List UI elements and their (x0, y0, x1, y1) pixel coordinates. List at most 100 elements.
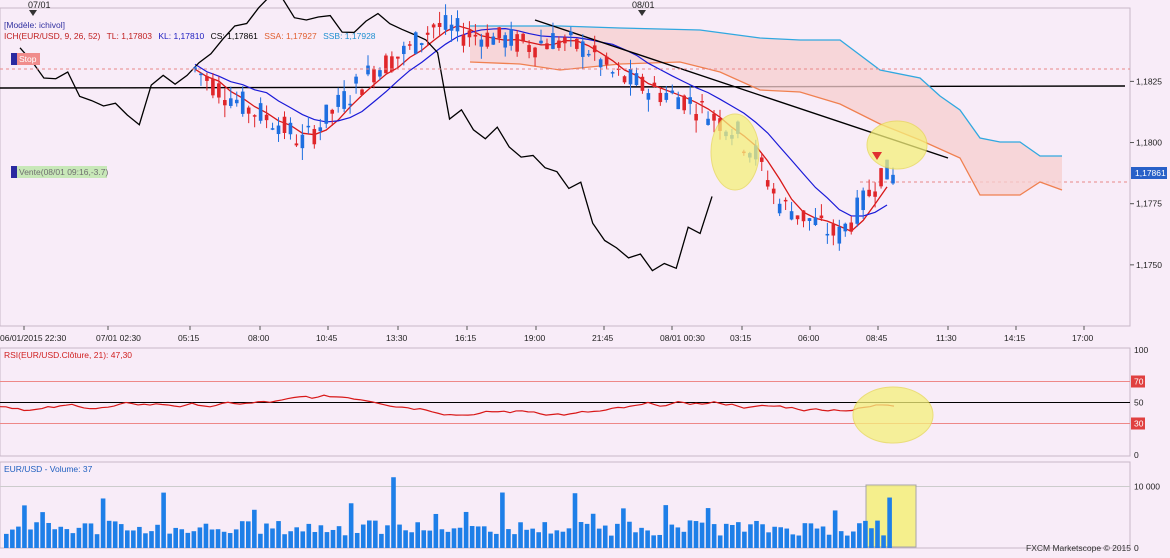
volume-bar (185, 532, 191, 548)
volume-bar (778, 527, 783, 548)
volume-bar (16, 526, 21, 548)
candle-body (664, 92, 669, 100)
candle-body (551, 33, 555, 49)
candle-body (390, 56, 394, 72)
volume-bar (270, 528, 275, 548)
candle-body (795, 215, 800, 220)
candle-body (634, 73, 639, 86)
candle-body (407, 44, 412, 46)
candle-body (563, 37, 567, 44)
volume-bar (64, 529, 70, 548)
volume-bar (615, 523, 620, 548)
volume-bar (300, 531, 306, 548)
candle-body (771, 188, 776, 194)
candle-body (366, 65, 370, 75)
candle-body (497, 27, 502, 39)
volume-bar (463, 511, 469, 548)
volume-bar (699, 522, 705, 548)
candle-body (610, 72, 615, 74)
rsi-tick-label: 100 (1134, 345, 1148, 355)
volume-bar (385, 525, 390, 548)
candle-body (384, 55, 388, 74)
volume-bar (397, 524, 402, 548)
volume-bar (675, 527, 681, 548)
volume-bar (554, 530, 560, 548)
candle-body (867, 189, 871, 197)
candle-body (264, 114, 269, 121)
vente-badge-marker (11, 166, 17, 178)
volume-bar (857, 523, 862, 548)
volume-bar (838, 531, 844, 548)
candle-body (217, 83, 221, 98)
candle-body (425, 32, 430, 35)
candle-body (372, 69, 376, 83)
stop-badge-marker (11, 53, 17, 65)
volume-bar (481, 526, 487, 548)
volume-bar (4, 533, 9, 548)
volume-bar (258, 533, 263, 548)
volume-bar (469, 526, 475, 548)
xtick-label: 11:30 (936, 333, 957, 343)
candle-body (825, 233, 830, 236)
rsi-tick-label: 50 (1134, 398, 1144, 408)
candle-body (861, 190, 865, 211)
volume-bar (264, 523, 269, 548)
volume-bar (367, 520, 372, 548)
volume-bar (94, 534, 100, 548)
volume-bar (28, 529, 33, 548)
volume-bar (560, 531, 566, 548)
volume-bar (736, 522, 741, 548)
candle-body (270, 128, 275, 130)
candle-body (378, 70, 382, 77)
candle-body (879, 168, 883, 187)
sell-arrow-icon (872, 152, 882, 160)
candle-body (712, 113, 716, 121)
stop-badge[interactable] (17, 53, 40, 65)
volume-bar (373, 520, 378, 548)
volume-bar (324, 532, 330, 548)
candle-body (885, 159, 889, 180)
candle-body (336, 94, 340, 107)
ssb-line (470, 25, 1062, 157)
legend-ssb: SSB: 1,17928 (323, 31, 376, 41)
candle-body (598, 59, 603, 68)
rsi-line (0, 394, 895, 416)
candle-body (592, 45, 597, 53)
candle-body (765, 180, 770, 187)
rsi-label: RSI(EUR/USD.Clôture, 21): 47,30 (4, 350, 132, 360)
volume-bar (131, 530, 136, 548)
legend-cs: CS: 1,17861 (211, 31, 259, 41)
vente-badge[interactable] (17, 166, 107, 178)
candle-body (706, 118, 710, 125)
candle-body (843, 223, 848, 232)
xtick-label: 10:45 (316, 333, 338, 343)
vente-badge-label: Vente(08/01 09:16,-3.7) (19, 167, 108, 177)
candle-body (288, 122, 293, 135)
candle-body (246, 107, 251, 114)
candle-body (402, 45, 406, 55)
xtick-label: 08/01 00:30 (660, 333, 705, 343)
highlight-ellipse-1 (710, 113, 760, 191)
volume-bar (312, 531, 318, 548)
volume-bar (645, 530, 650, 548)
candle-body (527, 45, 531, 53)
volume-bar (663, 505, 669, 548)
xtick-label: 05:15 (178, 333, 200, 343)
candle-body (312, 128, 317, 145)
volume-bar (221, 531, 227, 548)
tenkan-line (194, 24, 888, 232)
volume-bar (439, 529, 445, 548)
volume-bar (149, 531, 154, 548)
volume-bar (790, 534, 796, 548)
price-tag (1131, 167, 1167, 179)
price-tag-label: 1,17861 (1135, 168, 1166, 178)
candle-body (223, 100, 227, 106)
volume-bar (657, 534, 662, 548)
rsi-series: 100 70 50 30 0 (0, 345, 1148, 460)
volume-bar (167, 533, 172, 548)
legend-ssa: SSA: 1,17927 (264, 31, 317, 41)
xtick-label: 03:15 (730, 333, 752, 343)
volume-bar (530, 528, 535, 548)
candle-body (461, 34, 466, 46)
